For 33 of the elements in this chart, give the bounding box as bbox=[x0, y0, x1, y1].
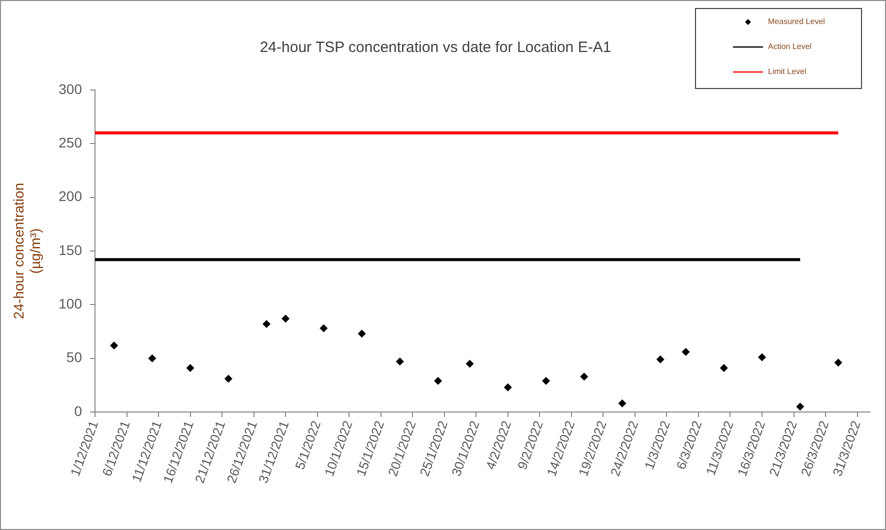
point bbox=[434, 376, 442, 385]
point bbox=[758, 353, 766, 362]
legend-label: Measured Level bbox=[768, 17, 826, 26]
y-axis-title: 24-hour concentration (µg/m³) bbox=[10, 182, 44, 320]
y-tick-label: 150 bbox=[58, 242, 82, 258]
point bbox=[542, 376, 550, 385]
y-tick-label: 300 bbox=[58, 80, 82, 97]
point bbox=[580, 372, 588, 381]
y-tick-label: 250 bbox=[58, 134, 82, 151]
y-tick-label: 0 bbox=[74, 402, 82, 419]
point bbox=[466, 360, 474, 368]
chart-title: 24-hour TSP concentration vs date for Location E-A1 bbox=[260, 39, 612, 56]
point bbox=[186, 364, 194, 372]
point bbox=[656, 355, 664, 364]
point bbox=[682, 348, 690, 356]
y-tick-label: 100 bbox=[58, 296, 82, 312]
point bbox=[358, 330, 366, 338]
legend-label: Action Level bbox=[768, 42, 812, 52]
point bbox=[618, 399, 626, 408]
point bbox=[282, 314, 290, 323]
y-tick-label: 50 bbox=[66, 349, 82, 366]
point bbox=[396, 358, 404, 366]
y-tick-label: 200 bbox=[58, 188, 82, 204]
point bbox=[320, 324, 328, 332]
point bbox=[504, 383, 512, 392]
point bbox=[262, 320, 271, 328]
point bbox=[834, 358, 842, 367]
point bbox=[796, 402, 804, 411]
legend-label: Limit Level bbox=[768, 67, 806, 76]
point bbox=[720, 364, 728, 372]
point bbox=[110, 341, 118, 350]
point bbox=[148, 354, 156, 362]
point bbox=[224, 374, 232, 383]
